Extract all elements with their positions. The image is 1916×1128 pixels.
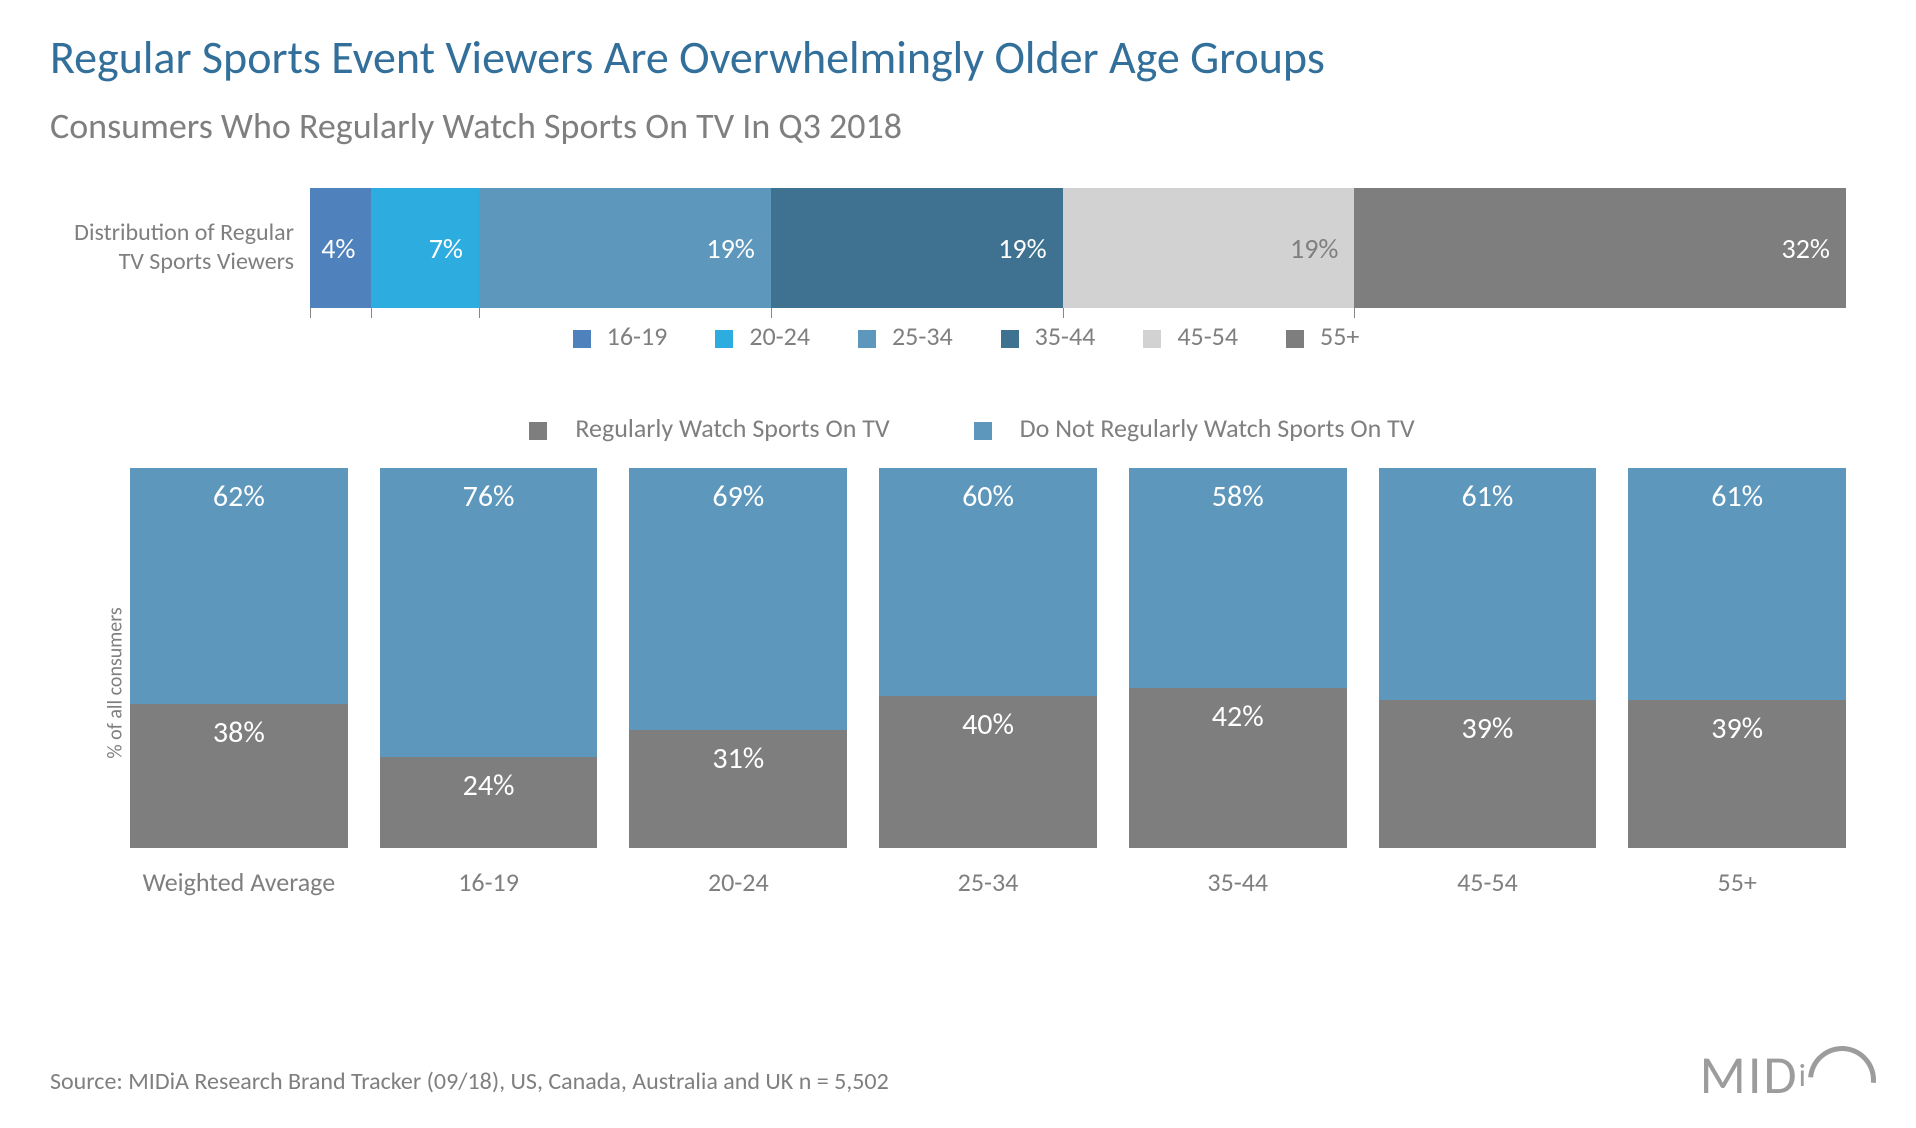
bar-segment-regular: 42%	[1129, 688, 1347, 848]
bar-segment-not-regular: 61%	[1379, 468, 1597, 700]
vertical-chart-legend: Regularly Watch Sports On TV Do Not Regul…	[50, 412, 1866, 444]
bar-segment-not-regular: 69%	[629, 468, 847, 730]
vertical-bar-stack: 61%39%	[1628, 468, 1846, 848]
legend-swatch	[573, 330, 591, 348]
vertical-bar-column: 61%39%45-54	[1379, 468, 1597, 898]
vertical-bar-column: 60%40%25-34	[879, 468, 1097, 898]
legend-swatch	[1143, 330, 1161, 348]
distribution-segment: 4%	[310, 188, 371, 308]
chart-subtitle: Consumers Who Regularly Watch Sports On …	[50, 104, 1866, 148]
legend-swatch	[974, 422, 992, 440]
legend-item: Do Not Regularly Watch Sports On TV	[946, 412, 1415, 444]
bar-segment-regular: 40%	[879, 696, 1097, 848]
vertical-bars-container: 62%38%Weighted Average76%24%16-1969%31%2…	[110, 468, 1866, 898]
vertical-bar-stack: 60%40%	[879, 468, 1097, 848]
bar-segment-regular: 24%	[380, 757, 598, 848]
vertical-bar-category-label: 45-54	[1379, 848, 1597, 898]
distribution-row-label: Distribution of Regular TV Sports Viewer…	[50, 219, 310, 277]
bar-segment-not-regular: 76%	[380, 468, 598, 757]
y-axis-label: % of all consumers	[104, 607, 128, 758]
vertical-bar-column: 69%31%20-24	[629, 468, 847, 898]
legend-item: Regularly Watch Sports On TV	[501, 412, 889, 444]
bar-segment-not-regular: 60%	[879, 468, 1097, 696]
vertical-bar-column: 58%42%35-44	[1129, 468, 1347, 898]
legend-item: 25-34	[842, 320, 953, 352]
legend-swatch	[1286, 330, 1304, 348]
distribution-segment: 19%	[479, 188, 771, 308]
distribution-segment: 19%	[771, 188, 1063, 308]
vertical-bar-stack: 69%31%	[629, 468, 847, 848]
vertical-bar-column: 62%38%Weighted Average	[130, 468, 348, 898]
bar-segment-not-regular: 61%	[1628, 468, 1846, 700]
legend-item: 45-54	[1127, 320, 1238, 352]
bar-segment-regular: 39%	[1628, 700, 1846, 848]
vertical-bar-column: 76%24%16-19	[380, 468, 598, 898]
bar-segment-not-regular: 62%	[130, 468, 348, 704]
distribution-segment: 32%	[1354, 188, 1846, 308]
legend-swatch	[529, 422, 547, 440]
vertical-bar-stack: 62%38%	[130, 468, 348, 848]
legend-item: 20-24	[699, 320, 810, 352]
chart-title: Regular Sports Event Viewers Are Overwhe…	[50, 30, 1866, 86]
legend-item: 16-19	[557, 320, 668, 352]
y-axis: % of all consumers	[50, 468, 110, 898]
legend-swatch	[858, 330, 876, 348]
vertical-bar-column: 61%39%55+	[1628, 468, 1846, 898]
distribution-segment: 19%	[1063, 188, 1355, 308]
vertical-bar-category-label: Weighted Average	[130, 848, 348, 898]
midia-logo: MIDi	[1700, 1042, 1866, 1108]
vertical-chart: % of all consumers 62%38%Weighted Averag…	[50, 468, 1866, 898]
legend-swatch	[715, 330, 733, 348]
bar-segment-regular: 38%	[130, 704, 348, 848]
distribution-bar: 4%7%19%19%19%32%	[310, 188, 1846, 308]
legend-item: 55+	[1270, 320, 1359, 352]
vertical-bar-category-label: 20-24	[629, 848, 847, 898]
distribution-segment: 7%	[371, 188, 479, 308]
distribution-legend: 16-19 20-24 25-34 35-44 45-54 55+	[50, 320, 1866, 352]
legend-item: 35-44	[985, 320, 1096, 352]
vertical-bar-category-label: 35-44	[1129, 848, 1347, 898]
vertical-bar-stack: 76%24%	[380, 468, 598, 848]
bar-segment-regular: 39%	[1379, 700, 1597, 848]
vertical-bar-category-label: 16-19	[380, 848, 598, 898]
vertical-bar-category-label: 55+	[1628, 848, 1846, 898]
legend-swatch	[1001, 330, 1019, 348]
bar-segment-regular: 31%	[629, 730, 847, 848]
vertical-bar-category-label: 25-34	[879, 848, 1097, 898]
vertical-bar-stack: 58%42%	[1129, 468, 1347, 848]
distribution-chart: Distribution of Regular TV Sports Viewer…	[50, 188, 1866, 308]
bar-segment-not-regular: 58%	[1129, 468, 1347, 688]
source-text: Source: MIDiA Research Brand Tracker (09…	[50, 1067, 889, 1096]
vertical-bar-stack: 61%39%	[1379, 468, 1597, 848]
